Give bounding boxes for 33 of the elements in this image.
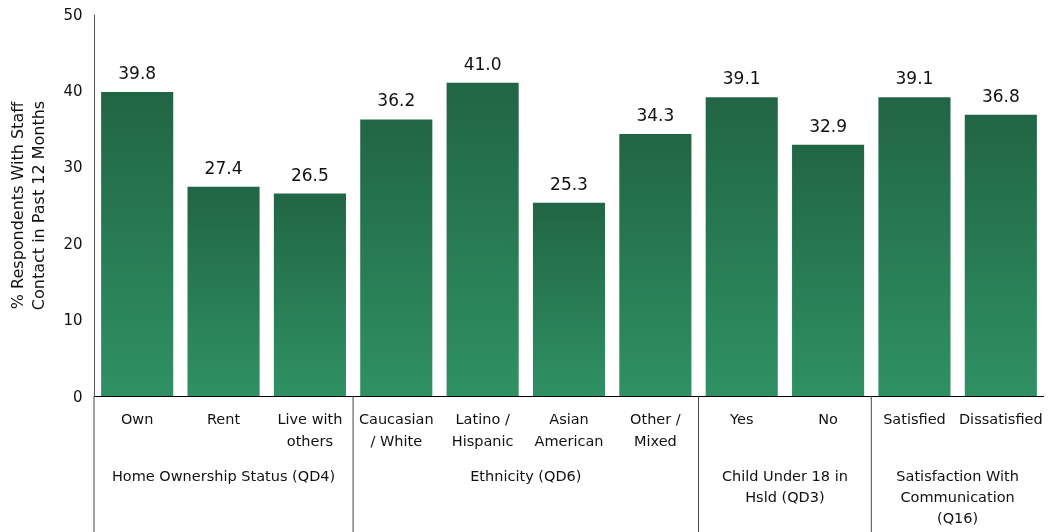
y-tick-label: 30 bbox=[63, 158, 83, 177]
data-label: 25.3 bbox=[550, 173, 588, 194]
y-tick-label: 20 bbox=[63, 234, 83, 253]
x-tick-label: Other / Mixed bbox=[630, 411, 681, 449]
data-label: 36.2 bbox=[377, 90, 416, 111]
data-label: 27.4 bbox=[204, 157, 243, 178]
y-tick-label: 10 bbox=[63, 311, 83, 330]
data-label: 34.3 bbox=[636, 104, 675, 125]
x-tick-label: No bbox=[818, 411, 839, 427]
y-tick-label: 40 bbox=[63, 81, 83, 100]
text: Child Under 18 in Hsld (QD3) bbox=[721, 468, 848, 505]
x-tick-label: Dissatisfied bbox=[958, 411, 1043, 427]
data-label: 39.1 bbox=[895, 68, 934, 89]
data-label: 36.8 bbox=[981, 85, 1020, 106]
y-axis-title: % Respondents With Staff Contact in Past 12 Months bbox=[8, 100, 49, 311]
data-label: 26.5 bbox=[290, 164, 329, 185]
y-tick-label: 50 bbox=[63, 5, 83, 24]
x-tick-label: Asian American bbox=[534, 411, 604, 449]
text: Ethnicity (QD6) bbox=[470, 468, 582, 484]
x-tick-label: Yes bbox=[729, 411, 754, 427]
text: Home Ownership Status (QD4) bbox=[111, 468, 336, 484]
x-tick-label: Satisfied bbox=[883, 411, 946, 427]
data-label: 32.9 bbox=[809, 115, 848, 136]
data-label: 39.8 bbox=[118, 62, 157, 83]
x-tick-label: Latino / Hispanic bbox=[451, 411, 514, 449]
x-tick-label: Own bbox=[120, 411, 154, 427]
data-label: 39.1 bbox=[722, 68, 761, 89]
x-tick-label: Caucasian / White bbox=[358, 411, 434, 449]
y-tick-label: 0 bbox=[72, 387, 83, 406]
x-tick-label: Live with others bbox=[277, 411, 343, 449]
x-tick-label: Rent bbox=[206, 411, 241, 427]
data-label: 41.0 bbox=[463, 53, 502, 74]
text: Satisfaction With Communication (Q16) bbox=[896, 468, 1019, 526]
